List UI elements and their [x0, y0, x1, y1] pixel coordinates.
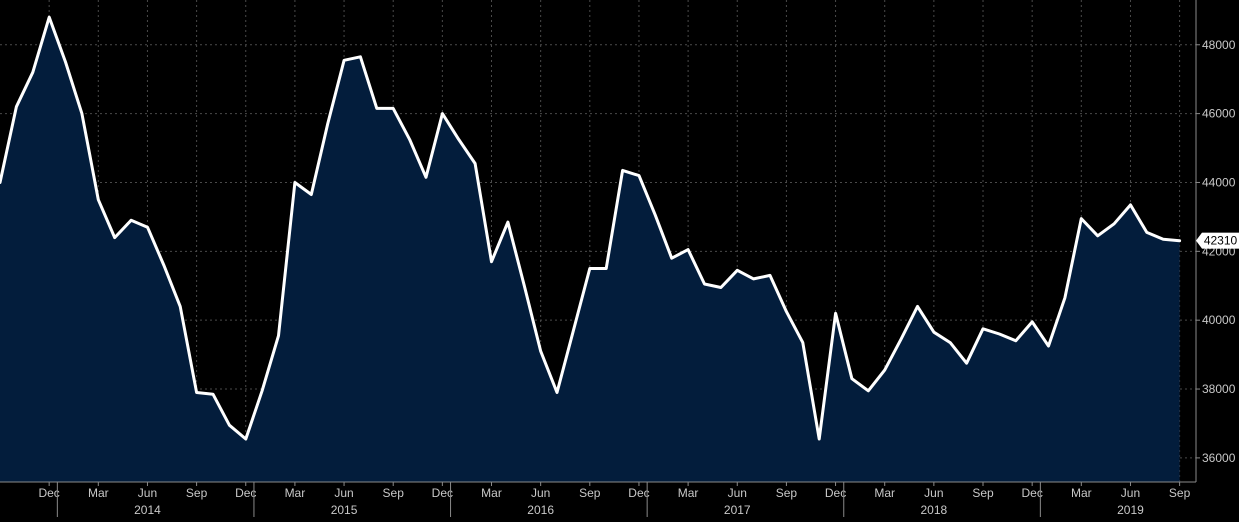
y-tick-label: 48000 — [1202, 38, 1236, 52]
x-tick-label: Dec — [1021, 486, 1042, 500]
x-tick-label: Jun — [138, 486, 157, 500]
x-tick-label: Sep — [383, 486, 405, 500]
x-tick-label: Dec — [235, 486, 256, 500]
y-tick-label: 40000 — [1202, 313, 1236, 327]
year-label: 2019 — [1117, 503, 1144, 517]
x-tick-label: Mar — [874, 486, 895, 500]
x-tick-label: Jun — [728, 486, 747, 500]
y-tick-label: 46000 — [1202, 107, 1236, 121]
last-value-label: 42310 — [1204, 234, 1238, 248]
x-tick-label: Dec — [825, 486, 846, 500]
year-label: 2018 — [921, 503, 948, 517]
x-tick-label: Mar — [678, 486, 699, 500]
x-tick-label: Mar — [88, 486, 109, 500]
x-tick-label: Jun — [531, 486, 550, 500]
year-label: 2017 — [724, 503, 751, 517]
x-tick-label: Jun — [334, 486, 353, 500]
x-tick-label: Dec — [38, 486, 59, 500]
x-tick-label: Dec — [432, 486, 453, 500]
x-tick-label: Sep — [972, 486, 994, 500]
year-label: 2014 — [134, 503, 161, 517]
y-tick-label: 44000 — [1202, 175, 1236, 189]
x-tick-label: Sep — [1169, 486, 1191, 500]
series-line — [0, 15, 1182, 441]
x-tick-label: Sep — [579, 486, 601, 500]
area-layer — [0, 15, 1182, 482]
y-tick-label: 38000 — [1202, 382, 1236, 396]
x-tick-label: Jun — [924, 486, 943, 500]
y-tick-label: 36000 — [1202, 451, 1236, 465]
series-area — [0, 17, 1180, 482]
x-tick-label: Mar — [285, 486, 306, 500]
x-tick-label: Sep — [186, 486, 208, 500]
label-layer: 42310 — [1196, 232, 1239, 249]
last-value-badge — [1202, 232, 1239, 249]
year-label: 2016 — [527, 503, 554, 517]
year-label: 2015 — [331, 503, 358, 517]
x-tick-label: Mar — [1071, 486, 1092, 500]
last-value-pointer — [1196, 232, 1202, 249]
x-tick-label: Dec — [628, 486, 649, 500]
x-tick-label: Mar — [481, 486, 502, 500]
x-tick-label: Sep — [776, 486, 798, 500]
x-tick-label: Jun — [1121, 486, 1140, 500]
